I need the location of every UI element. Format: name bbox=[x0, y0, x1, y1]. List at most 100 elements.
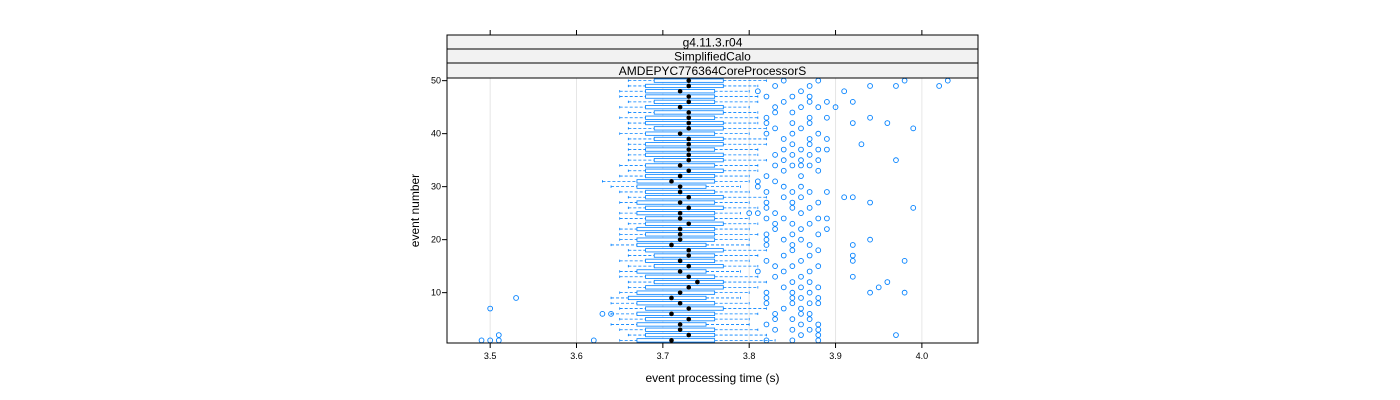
median-point bbox=[686, 141, 692, 147]
outlier-point bbox=[798, 194, 804, 201]
outlier-point bbox=[478, 337, 485, 344]
strip-1-label: g4.11.3.r04 bbox=[683, 36, 743, 50]
iqr-box bbox=[636, 184, 707, 189]
top-axis-ticks bbox=[489, 30, 923, 35]
outlier-point bbox=[806, 242, 813, 248]
outlier-point bbox=[798, 332, 804, 338]
event-row-13 bbox=[619, 273, 856, 280]
outlier-point bbox=[875, 284, 882, 291]
outlier-point bbox=[780, 146, 787, 153]
outlier-point bbox=[789, 326, 796, 333]
y-axis-label: event number bbox=[408, 174, 422, 247]
iqr-box bbox=[645, 195, 724, 200]
outlier-point bbox=[849, 98, 856, 105]
outlier-point bbox=[772, 109, 778, 116]
outlier-point bbox=[893, 332, 899, 338]
chart-marks bbox=[478, 77, 951, 344]
median-point bbox=[686, 152, 692, 158]
outlier-point bbox=[798, 273, 804, 280]
iqr-box bbox=[645, 94, 716, 99]
strip-3: AMDEPYC776364CoreProcessorS bbox=[446, 62, 979, 79]
x-tick-label: 3.7 bbox=[657, 351, 670, 361]
outlier-point bbox=[798, 284, 804, 291]
x-axis: 3.5 3.6 3.7 3.8 3.9 4.0 bbox=[484, 343, 928, 361]
outlier-point bbox=[780, 98, 787, 105]
outlier-point bbox=[806, 93, 813, 100]
outlier-point bbox=[763, 231, 770, 238]
outlier-point bbox=[798, 210, 804, 217]
event-row-16 bbox=[619, 258, 908, 264]
iqr-box bbox=[645, 248, 724, 253]
outlier-point bbox=[798, 311, 804, 317]
event-row-17 bbox=[627, 252, 856, 259]
outlier-point bbox=[806, 114, 813, 121]
outlier-point bbox=[763, 321, 770, 328]
event-row-15 bbox=[627, 263, 822, 270]
outlier-point bbox=[815, 77, 822, 84]
outlier-point bbox=[772, 326, 778, 333]
event-row-10 bbox=[619, 289, 908, 296]
median-point bbox=[677, 184, 683, 189]
median-point bbox=[686, 110, 692, 115]
outlier-point bbox=[910, 125, 917, 132]
event-row-8 bbox=[610, 300, 822, 307]
median-point bbox=[686, 274, 692, 280]
outlier-point bbox=[806, 326, 813, 333]
outlier-point bbox=[772, 104, 778, 111]
outlier-point bbox=[824, 226, 830, 232]
outlier-point bbox=[798, 226, 804, 232]
outlier-point bbox=[815, 326, 822, 333]
iqr-box bbox=[636, 338, 716, 343]
event-row-12 bbox=[627, 279, 891, 285]
outlier-point bbox=[824, 189, 830, 195]
median-point bbox=[686, 83, 692, 89]
outlier-point bbox=[754, 183, 761, 190]
median-point bbox=[677, 258, 683, 264]
median-point bbox=[677, 237, 683, 242]
outlier-point bbox=[806, 152, 813, 158]
outlier-point bbox=[815, 321, 822, 328]
iqr-box bbox=[636, 179, 716, 184]
outlier-point bbox=[763, 295, 770, 301]
iqr-box bbox=[636, 311, 716, 316]
median-point bbox=[686, 120, 692, 126]
outlier-point bbox=[789, 130, 796, 137]
event-row-45 bbox=[619, 104, 839, 111]
iqr-box bbox=[645, 306, 724, 311]
event-row-5 bbox=[619, 316, 813, 323]
outlier-point bbox=[746, 210, 753, 217]
y-axis: 10 20 30 40 50 bbox=[431, 76, 447, 298]
median-point bbox=[686, 285, 692, 290]
outlier-point bbox=[849, 258, 856, 264]
outlier-point bbox=[763, 130, 770, 137]
outlier-point bbox=[824, 136, 830, 142]
event-row-24 bbox=[619, 215, 830, 222]
outlier-point bbox=[901, 77, 908, 84]
outlier-point bbox=[815, 146, 822, 153]
outlier-point bbox=[815, 263, 822, 270]
outlier-point bbox=[772, 263, 778, 270]
event-row-31 bbox=[602, 178, 778, 185]
outlier-point bbox=[763, 205, 770, 211]
event-row-50 bbox=[627, 77, 951, 84]
outlier-point bbox=[590, 337, 597, 344]
outlier-point bbox=[789, 162, 796, 169]
median-point bbox=[677, 88, 683, 94]
y-tick-label: 20 bbox=[431, 235, 441, 245]
outlier-point bbox=[789, 242, 796, 248]
outlier-point bbox=[789, 152, 796, 158]
median-point bbox=[686, 253, 692, 258]
outlier-point bbox=[867, 83, 873, 89]
outlier-point bbox=[798, 258, 804, 264]
outlier-point bbox=[763, 289, 770, 296]
y-tick-label: 40 bbox=[431, 129, 441, 139]
event-row-37 bbox=[627, 146, 830, 153]
outlier-point bbox=[754, 268, 761, 275]
outlier-point bbox=[806, 220, 813, 227]
outlier-point bbox=[798, 162, 804, 169]
outlier-point bbox=[815, 167, 822, 174]
outlier-point bbox=[789, 93, 796, 100]
iqr-box bbox=[645, 317, 716, 322]
median-point bbox=[686, 94, 692, 99]
outlier-point bbox=[798, 125, 804, 132]
